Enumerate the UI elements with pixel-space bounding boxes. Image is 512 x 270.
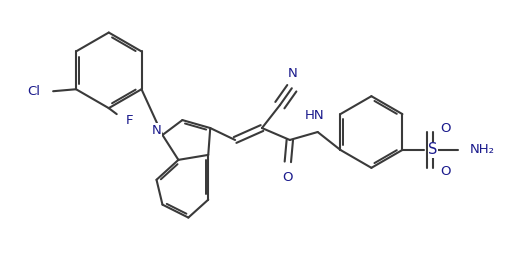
Text: HN: HN [305, 109, 325, 122]
Text: O: O [283, 171, 293, 184]
Text: F: F [125, 114, 133, 127]
Text: O: O [440, 165, 451, 178]
Text: Cl: Cl [27, 85, 40, 98]
Text: O: O [440, 122, 451, 134]
Text: S: S [428, 142, 438, 157]
Text: N: N [288, 67, 297, 80]
Text: N: N [152, 124, 161, 137]
Text: NH₂: NH₂ [470, 143, 495, 156]
